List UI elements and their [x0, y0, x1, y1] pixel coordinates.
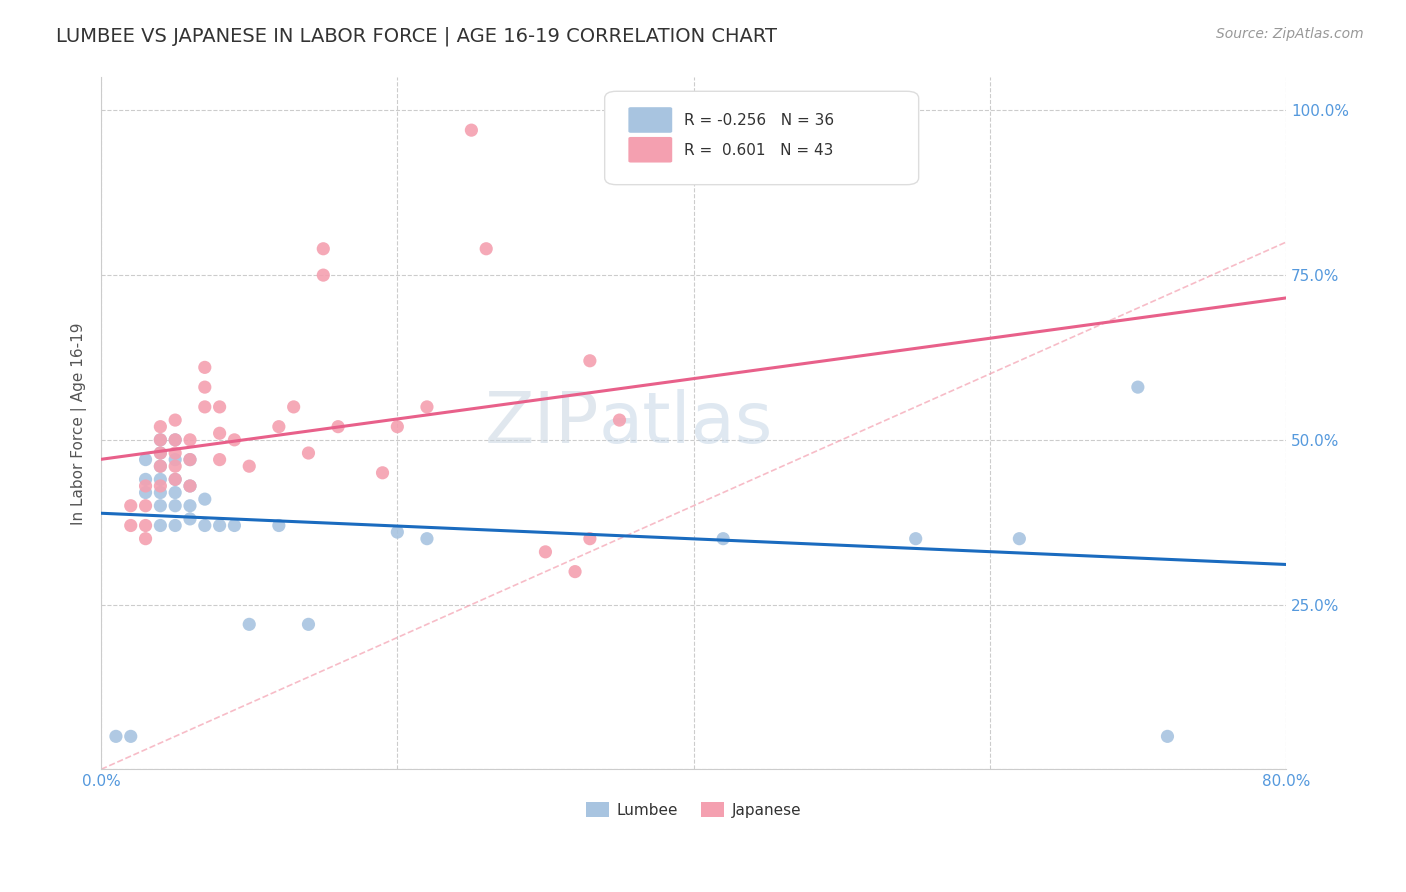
Point — [371, 466, 394, 480]
Point — [149, 433, 172, 447]
Point — [194, 380, 217, 394]
Point — [179, 452, 201, 467]
Point — [534, 545, 557, 559]
Point — [149, 472, 172, 486]
Point — [267, 419, 290, 434]
Point — [1126, 380, 1149, 394]
Point — [179, 499, 201, 513]
Point — [165, 433, 187, 447]
Point — [387, 525, 409, 540]
Point — [149, 446, 172, 460]
Point — [165, 472, 187, 486]
Y-axis label: In Labor Force | Age 16-19: In Labor Force | Age 16-19 — [72, 322, 87, 524]
Text: R =  0.601   N = 43: R = 0.601 N = 43 — [685, 143, 834, 158]
Point — [135, 452, 157, 467]
Point — [564, 565, 586, 579]
FancyBboxPatch shape — [628, 107, 672, 133]
Point — [179, 512, 201, 526]
Point — [149, 433, 172, 447]
Point — [149, 459, 172, 474]
Point — [165, 499, 187, 513]
Point — [120, 499, 142, 513]
Point — [208, 426, 231, 441]
Point — [283, 400, 305, 414]
Point — [460, 123, 482, 137]
Point — [104, 730, 127, 744]
Point — [208, 452, 231, 467]
Point — [609, 413, 631, 427]
Point — [179, 479, 201, 493]
Point — [149, 499, 172, 513]
Point — [120, 730, 142, 744]
Point — [165, 452, 187, 467]
Text: atlas: atlas — [599, 389, 773, 458]
Point — [416, 532, 439, 546]
Point — [194, 400, 217, 414]
Point — [297, 446, 319, 460]
Point — [194, 492, 217, 507]
Point — [149, 419, 172, 434]
Point — [579, 353, 602, 368]
Point — [416, 400, 439, 414]
Text: ZIP: ZIP — [484, 389, 599, 458]
Point — [904, 532, 927, 546]
Point — [149, 518, 172, 533]
Point — [224, 518, 246, 533]
Text: Source: ZipAtlas.com: Source: ZipAtlas.com — [1216, 27, 1364, 41]
Point — [179, 479, 201, 493]
Point — [165, 413, 187, 427]
Point — [165, 518, 187, 533]
Point — [135, 499, 157, 513]
Point — [208, 518, 231, 533]
Point — [579, 532, 602, 546]
Point — [194, 518, 217, 533]
Point — [165, 472, 187, 486]
Point — [297, 617, 319, 632]
Point — [165, 433, 187, 447]
Text: LUMBEE VS JAPANESE IN LABOR FORCE | AGE 16-19 CORRELATION CHART: LUMBEE VS JAPANESE IN LABOR FORCE | AGE … — [56, 27, 778, 46]
FancyBboxPatch shape — [605, 91, 918, 185]
Point — [326, 419, 349, 434]
Point — [149, 485, 172, 500]
Point — [312, 268, 335, 282]
Point — [165, 459, 187, 474]
Point — [149, 446, 172, 460]
Point — [120, 518, 142, 533]
Point — [267, 518, 290, 533]
Point — [208, 400, 231, 414]
Point — [135, 532, 157, 546]
Point — [135, 479, 157, 493]
Point — [194, 360, 217, 375]
Point — [135, 518, 157, 533]
Point — [1008, 532, 1031, 546]
Point — [179, 433, 201, 447]
Point — [149, 479, 172, 493]
Point — [165, 485, 187, 500]
Point — [149, 459, 172, 474]
FancyBboxPatch shape — [628, 137, 672, 162]
Point — [135, 485, 157, 500]
Point — [711, 532, 734, 546]
Point — [475, 242, 498, 256]
Legend: Lumbee, Japanese: Lumbee, Japanese — [579, 796, 807, 824]
Point — [179, 452, 201, 467]
Point — [238, 459, 260, 474]
Point — [387, 419, 409, 434]
Point — [165, 446, 187, 460]
Point — [135, 472, 157, 486]
Point — [224, 433, 246, 447]
Text: R = -0.256   N = 36: R = -0.256 N = 36 — [685, 112, 834, 128]
Point — [238, 617, 260, 632]
Point — [312, 242, 335, 256]
Point — [1156, 730, 1178, 744]
